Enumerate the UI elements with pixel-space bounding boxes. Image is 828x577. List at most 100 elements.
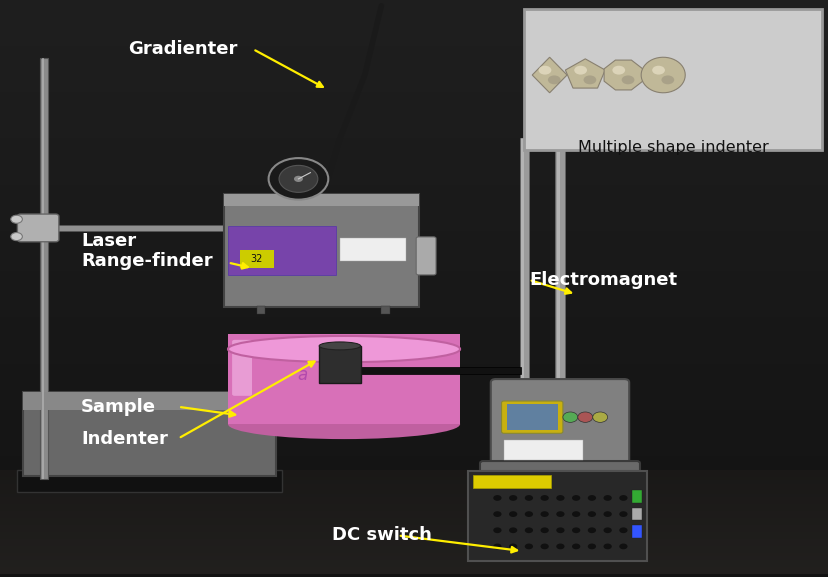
Circle shape [508,527,517,533]
Circle shape [524,527,532,533]
Bar [0,196,828,202]
Bar [631,508,641,520]
Bar [0,387,828,392]
Bar [0,294,828,300]
Circle shape [524,495,532,501]
FancyBboxPatch shape [472,475,551,488]
Circle shape [11,233,22,241]
Bar [0,69,828,75]
Bar [0,511,828,515]
Bar [0,317,828,323]
Bar [0,473,828,479]
Bar [0,133,828,138]
Bar [0,398,828,404]
Bar [0,542,828,546]
Ellipse shape [319,342,360,350]
Bar [0,167,828,173]
FancyBboxPatch shape [228,334,460,424]
Bar [0,439,828,444]
Bar [0,392,828,398]
Bar [0,473,828,477]
Text: Gradienter: Gradienter [128,40,238,58]
Bar [0,104,828,110]
Circle shape [587,495,595,501]
FancyBboxPatch shape [468,471,646,561]
Bar [0,567,828,570]
Circle shape [508,511,517,517]
Text: a: a [297,366,307,384]
Bar [0,553,828,556]
Bar [0,546,828,549]
Bar [0,560,828,565]
Bar [0,525,828,531]
Bar [519,138,528,392]
Circle shape [556,527,564,533]
Bar [0,456,828,462]
Bar [0,539,828,542]
Bar [0,346,828,352]
FancyBboxPatch shape [501,401,562,433]
FancyBboxPatch shape [503,440,582,460]
FancyBboxPatch shape [240,250,273,268]
Bar [0,40,828,46]
Bar [0,519,828,525]
Bar [0,515,828,518]
Bar [0,277,828,283]
Circle shape [540,511,548,517]
Bar [0,570,828,574]
Circle shape [524,544,532,549]
Bar [0,248,828,254]
Bar [0,571,828,577]
Polygon shape [532,57,566,93]
Circle shape [587,544,595,549]
FancyBboxPatch shape [23,392,276,410]
Bar [0,494,828,497]
Bar [0,271,828,277]
Bar [0,364,828,369]
Bar [0,283,828,288]
Bar [0,375,828,381]
Bar [0,29,828,35]
Bar [0,532,828,535]
Bar [0,6,828,12]
FancyBboxPatch shape [339,238,406,261]
Circle shape [619,544,627,549]
Bar [0,490,828,496]
Bar [0,219,828,225]
Bar [0,502,828,508]
Circle shape [562,412,577,422]
Text: Laser
Range-finder: Laser Range-finder [81,231,213,271]
FancyBboxPatch shape [523,9,821,150]
Circle shape [540,544,548,549]
Circle shape [508,495,517,501]
Bar [0,335,828,340]
Bar [0,98,828,104]
Bar [0,173,828,179]
Bar [0,312,828,317]
FancyBboxPatch shape [232,340,252,396]
Bar [0,529,828,532]
Circle shape [493,495,501,501]
Ellipse shape [661,76,673,84]
Circle shape [587,511,595,517]
Bar [0,340,828,346]
FancyBboxPatch shape [23,392,276,476]
Circle shape [603,511,611,517]
FancyBboxPatch shape [416,237,436,275]
Bar [0,190,828,196]
Bar [0,185,828,190]
Bar [0,381,828,387]
Bar [0,254,828,260]
Bar [0,237,828,242]
Bar [0,202,828,208]
Bar [0,484,828,487]
Text: DC switch: DC switch [331,526,431,545]
Circle shape [619,527,627,533]
Circle shape [540,527,548,533]
Bar [0,525,828,529]
Polygon shape [565,59,604,88]
Bar [555,138,564,392]
Ellipse shape [583,76,595,84]
Ellipse shape [652,66,664,74]
Circle shape [619,495,627,501]
